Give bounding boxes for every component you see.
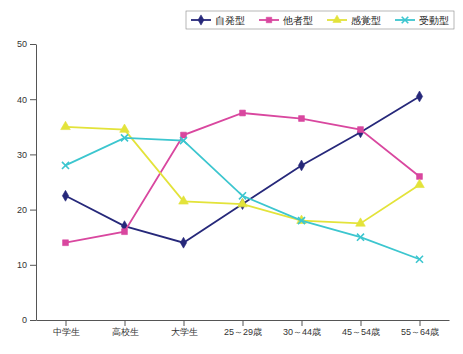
x-tick-mark: [420, 320, 421, 326]
y-tick-label: 10: [17, 260, 27, 270]
legend-box: [186, 11, 454, 29]
y-tick: 30: [17, 150, 36, 160]
legend-label: 自発型: [215, 15, 245, 26]
legend-label: 感覚型: [351, 15, 381, 26]
series-markers: [62, 134, 423, 262]
y-tick: 40: [17, 95, 36, 105]
marker: [416, 91, 422, 102]
marker: [239, 192, 246, 199]
y-tick-label: 0: [22, 315, 27, 325]
marker: [417, 174, 423, 180]
marker: [357, 127, 363, 138]
marker: [357, 234, 364, 241]
x-tick-mark: [302, 320, 303, 326]
x-tick: 高校生: [112, 320, 139, 337]
marker: [62, 190, 68, 201]
y-tick: 20: [17, 205, 36, 215]
legend-marker: [333, 15, 341, 22]
y-axis-line: [36, 45, 37, 321]
y-tick-mark: [30, 320, 36, 321]
plot: 0 10 20 30 40 50 中学生 高校生 大学生 25～29歳 30～44歳 45～54歳 55…: [17, 39, 450, 337]
marker: [179, 196, 189, 204]
x-axis: 中学生 高校生 大学生 25～29歳 30～44歳 45～54歳 55～64歳: [37, 320, 450, 337]
marker: [63, 240, 69, 246]
marks: [61, 91, 425, 263]
x-tick: 中学生: [53, 320, 80, 337]
legend-label: 受動型: [419, 15, 449, 26]
y-axis: 0 10 20 30 40 50: [17, 39, 37, 325]
y-tick-label: 40: [17, 95, 27, 105]
x-tick: 45～54歳: [342, 320, 380, 337]
x-tick-mark: [125, 320, 126, 326]
y-tick-label: 30: [17, 150, 27, 160]
x-tick: 大学生: [171, 320, 198, 337]
x-tick-label: 55～64歳: [401, 327, 439, 337]
marker: [61, 121, 71, 129]
x-tick-label: 45～54歳: [342, 327, 380, 337]
series-markers: [62, 91, 422, 248]
series-line: [66, 138, 420, 259]
marker: [415, 179, 425, 187]
legend-label: 他者型: [283, 15, 313, 26]
y-tick-label: 20: [17, 205, 27, 215]
y-tick-mark: [30, 265, 36, 266]
marker: [358, 127, 364, 133]
y-tick: 10: [17, 260, 36, 270]
legend-marker: [266, 17, 271, 22]
marker: [120, 124, 130, 132]
x-tick-mark: [361, 320, 362, 326]
x-tick-label: 大学生: [171, 327, 198, 337]
marker: [299, 116, 305, 122]
marker: [240, 110, 246, 116]
legend: 自発型 他者型 感覚型 受動型: [186, 11, 454, 29]
x-tick-label: 30～44歳: [283, 327, 321, 337]
x-tick-mark: [184, 320, 185, 326]
marker: [180, 237, 186, 248]
marker: [121, 134, 128, 141]
x-tick-label: 高校生: [112, 327, 139, 337]
y-tick: 50: [17, 39, 36, 49]
y-tick-mark: [30, 99, 36, 100]
legend-marker: [198, 15, 204, 25]
chart: 0 10 20 30 40 50 中学生 高校生 大学生 25～29歳 30～44歳 45～54歳 55…: [0, 0, 463, 354]
marker: [356, 218, 366, 226]
y-tick-mark: [30, 210, 36, 211]
marker: [122, 229, 128, 235]
marker: [298, 160, 304, 171]
y-tick-mark: [30, 44, 36, 45]
y-tick-label: 50: [17, 39, 27, 49]
x-tick: 30～44歳: [283, 320, 321, 337]
marker: [298, 217, 305, 224]
legend-item: 自発型: [191, 15, 245, 26]
marker: [180, 137, 187, 144]
x-tick-mark: [243, 320, 244, 326]
series-markers: [63, 110, 423, 246]
x-tick-label: 中学生: [53, 327, 80, 337]
legend-marker: [402, 17, 409, 24]
marker: [181, 132, 187, 138]
series-line: [66, 113, 420, 243]
marker: [62, 162, 69, 169]
series-markers: [61, 121, 425, 226]
marker: [416, 256, 423, 263]
y-tick: 0: [22, 315, 36, 325]
marker: [238, 199, 248, 207]
x-tick: 25～29歳: [224, 320, 262, 337]
legend-item: 受動型: [395, 15, 449, 26]
x-tick-label: 25～29歳: [224, 327, 262, 337]
x-tick-mark: [66, 320, 67, 326]
x-tick: 55～64歳: [401, 320, 439, 337]
legend-item: 感覚型: [327, 15, 381, 26]
series-line: [66, 96, 420, 242]
y-tick-mark: [30, 154, 36, 155]
legend-item: 他者型: [259, 15, 313, 26]
